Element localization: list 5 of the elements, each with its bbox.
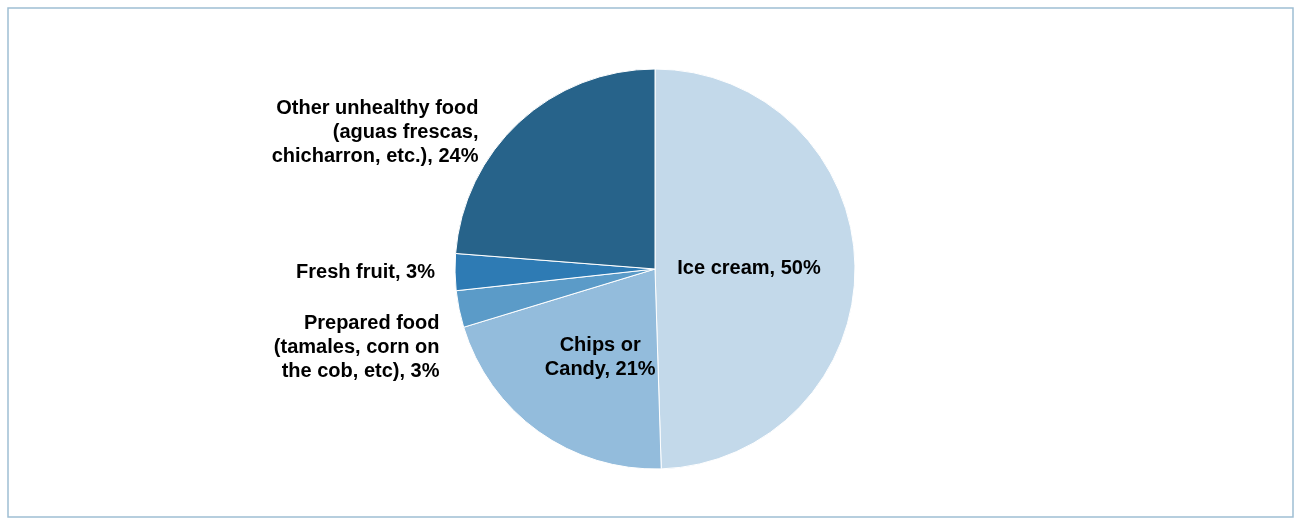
slice-label: Ice cream, 50%: [677, 255, 821, 278]
slice-label: Prepared food (tamales, corn on the cob, etc), 3%: [273, 311, 440, 382]
slice-label: Other unhealthy food (aguas frescas, chicharron, etc.), 24%: [271, 95, 479, 166]
slice-label: Chips or Candy, 21%: [544, 333, 656, 380]
slice-label: Fresh fruit, 3%: [296, 260, 436, 283]
